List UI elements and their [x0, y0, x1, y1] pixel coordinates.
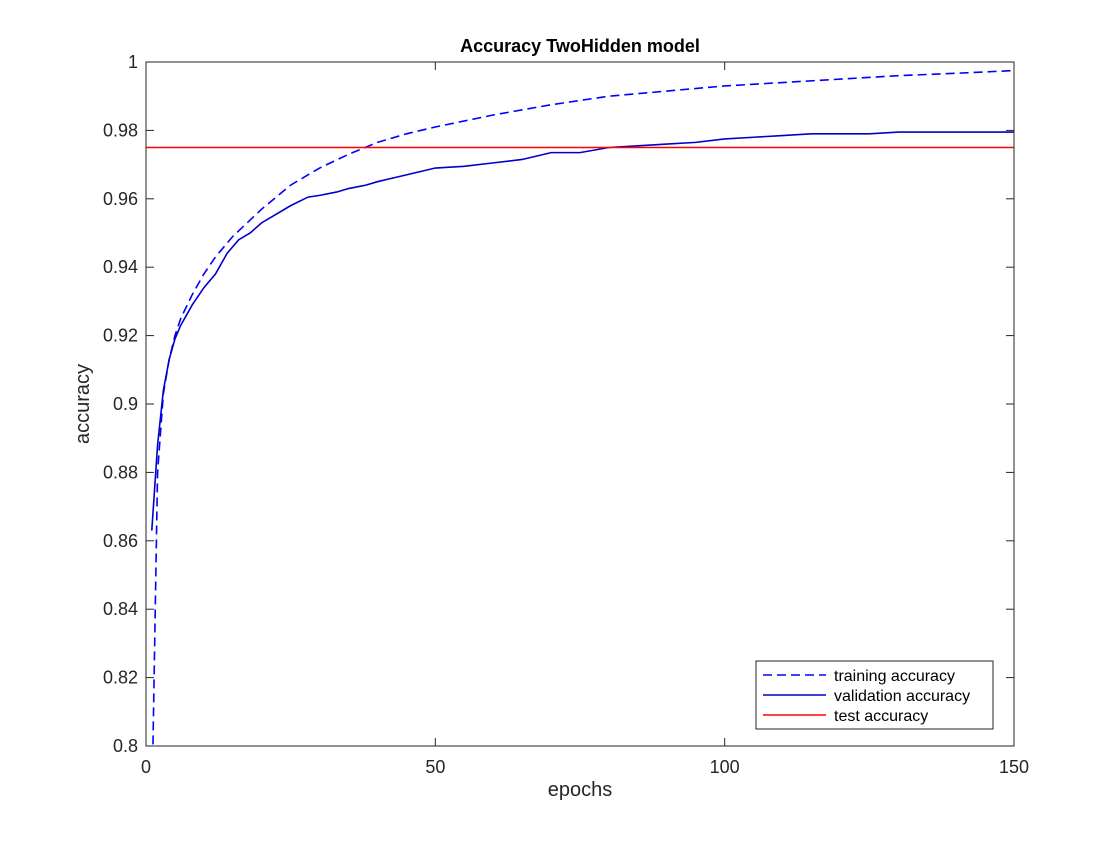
axis-ticks: 0 50 100 150 0.8 0.82 0.84 0.86 0.88 0.9 0.92 0.94 0… — [103, 52, 1029, 777]
chart-title: Accuracy TwoHidden model — [460, 36, 700, 56]
y-axis-label: accuracy — [72, 364, 94, 444]
x-axis-label: epochs — [548, 779, 613, 801]
y-tick-label: 0.92 — [103, 326, 138, 346]
y-tick-label: 0.88 — [103, 462, 138, 482]
legend-label-test-accuracy: test accuracy — [834, 708, 928, 725]
y-tick-label: 1 — [128, 52, 138, 72]
y-tick-label: 0.96 — [103, 189, 138, 209]
y-tick-label: 0.94 — [103, 257, 138, 277]
y-tick-label: 0.9 — [113, 394, 138, 414]
y-tick-label: 0.98 — [103, 120, 138, 140]
x-tick-label: 150 — [999, 757, 1029, 777]
plot-area — [146, 62, 1014, 746]
legend-label-validation-accuracy: validation accuracy — [834, 688, 970, 705]
x-tick-label: 50 — [425, 757, 445, 777]
legend-label-training-accuracy: training accuracy — [834, 668, 955, 685]
chart-marks — [146, 69, 1014, 746]
series-line-validation-accuracy — [150, 131, 1014, 531]
y-tick-label: 0.84 — [103, 599, 138, 619]
y-tick-label: 0.82 — [103, 668, 138, 688]
x-tick-label: 0 — [141, 757, 151, 777]
y-tick-label: 0.86 — [103, 531, 138, 551]
y-tick-label: 0.8 — [113, 736, 138, 756]
legend: training accuracy validation accuracy test… — [755, 660, 994, 730]
x-tick-label: 100 — [710, 757, 740, 777]
